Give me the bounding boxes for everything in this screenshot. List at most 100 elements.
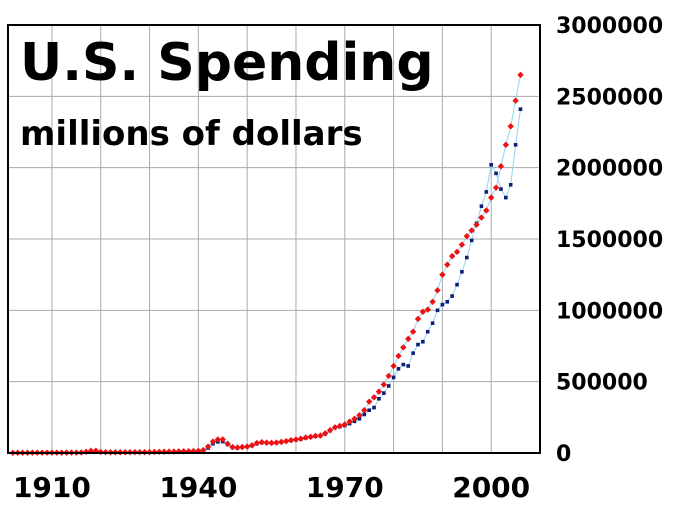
data-point-blue xyxy=(469,238,474,243)
data-point-red xyxy=(248,442,256,449)
data-point-blue xyxy=(464,255,469,260)
data-point-red xyxy=(370,394,378,401)
data-point-red xyxy=(322,430,329,437)
data-point-red xyxy=(414,315,422,323)
data-point-red xyxy=(361,407,368,414)
data-point-blue xyxy=(386,384,391,388)
data-point-blue xyxy=(425,329,430,334)
data-point-red xyxy=(483,207,490,214)
data-point-blue xyxy=(367,408,371,412)
data-point-blue xyxy=(455,282,459,287)
y-tick-label: 2000000 xyxy=(556,157,663,182)
data-point-red xyxy=(243,443,251,450)
y-tick-label: 1500000 xyxy=(556,228,663,253)
data-point-red xyxy=(395,352,402,360)
data-point-red xyxy=(204,443,212,450)
data-point-red xyxy=(429,298,436,305)
data-point-red xyxy=(341,421,348,428)
data-point-red xyxy=(385,372,392,380)
data-point-red xyxy=(292,436,300,443)
data-point-red xyxy=(307,433,314,441)
x-tick-label: 1970 xyxy=(306,471,384,504)
data-point-red xyxy=(239,443,246,451)
data-point-red xyxy=(512,97,519,104)
data-point-red xyxy=(253,439,261,447)
y-tick-label: 0 xyxy=(556,442,571,467)
data-point-red xyxy=(263,439,270,446)
data-point-red xyxy=(507,123,514,130)
grid-lines xyxy=(8,25,540,453)
data-point-red xyxy=(458,241,466,248)
data-point-red xyxy=(356,411,363,419)
data-point-red xyxy=(448,252,456,260)
data-point-red xyxy=(405,335,412,343)
data-point-red xyxy=(439,271,446,278)
data-point-blue xyxy=(513,143,518,147)
data-point-red xyxy=(336,422,344,430)
data-point-red xyxy=(409,328,417,335)
data-point-blue xyxy=(494,171,498,176)
data-point-red xyxy=(229,443,236,451)
data-point-red xyxy=(224,440,231,447)
data-point-red xyxy=(209,438,217,445)
data-point-red xyxy=(273,439,280,446)
data-point-red xyxy=(297,435,305,442)
data-point-red xyxy=(400,344,407,351)
data-markers xyxy=(9,71,524,456)
x-tick-label: 1910 xyxy=(13,471,91,504)
data-point-blue xyxy=(499,187,503,191)
data-point-red xyxy=(444,261,451,268)
data-point-red xyxy=(200,446,207,454)
data-point-red xyxy=(390,362,397,370)
data-point-blue xyxy=(489,163,493,167)
data-point-red xyxy=(375,388,383,395)
x-tick-label: 2000 xyxy=(452,471,530,504)
data-point-red xyxy=(283,437,290,445)
y-tick-label: 1000000 xyxy=(556,299,663,324)
data-point-blue xyxy=(430,321,435,325)
data-point-blue xyxy=(421,339,425,344)
data-point-blue xyxy=(435,308,440,313)
data-point-red xyxy=(478,214,485,221)
y-tick-label: 3000000 xyxy=(556,14,663,39)
data-point-red xyxy=(278,438,285,446)
chart-subtitle: millions of dollars xyxy=(20,114,363,154)
data-point-red xyxy=(473,221,480,228)
data-point-red xyxy=(287,436,295,444)
data-point-red xyxy=(214,436,222,443)
data-point-red xyxy=(234,444,241,451)
data-point-red xyxy=(380,381,388,388)
data-point-blue xyxy=(377,396,381,401)
data-point-blue xyxy=(401,362,406,367)
data-point-blue xyxy=(484,190,489,194)
data-point-red xyxy=(219,436,226,443)
data-point-red xyxy=(497,163,505,170)
data-point-red xyxy=(468,227,475,234)
data-point-blue xyxy=(406,364,411,368)
data-point-red xyxy=(453,248,461,256)
data-point-red xyxy=(463,232,470,240)
data-point-blue xyxy=(396,367,401,371)
data-point-red xyxy=(434,287,441,294)
y-tick-label: 2500000 xyxy=(556,85,663,110)
data-point-blue xyxy=(416,342,420,347)
data-point-red xyxy=(419,308,427,315)
data-point-blue xyxy=(518,107,523,111)
data-point-blue xyxy=(460,270,464,274)
data-point-red xyxy=(331,424,339,431)
data-point-blue xyxy=(357,416,362,421)
data-point-blue xyxy=(479,204,484,208)
data-point-red xyxy=(317,432,324,439)
data-point-red xyxy=(492,184,500,191)
data-point-blue xyxy=(450,294,454,298)
data-point-red xyxy=(346,418,353,425)
data-point-red xyxy=(268,439,275,447)
y-tick-label: 500000 xyxy=(556,371,648,396)
data-point-blue xyxy=(372,405,376,410)
data-point-blue xyxy=(382,391,386,395)
data-point-red xyxy=(351,415,358,422)
data-point-red xyxy=(424,306,431,313)
data-point-red xyxy=(517,71,524,79)
